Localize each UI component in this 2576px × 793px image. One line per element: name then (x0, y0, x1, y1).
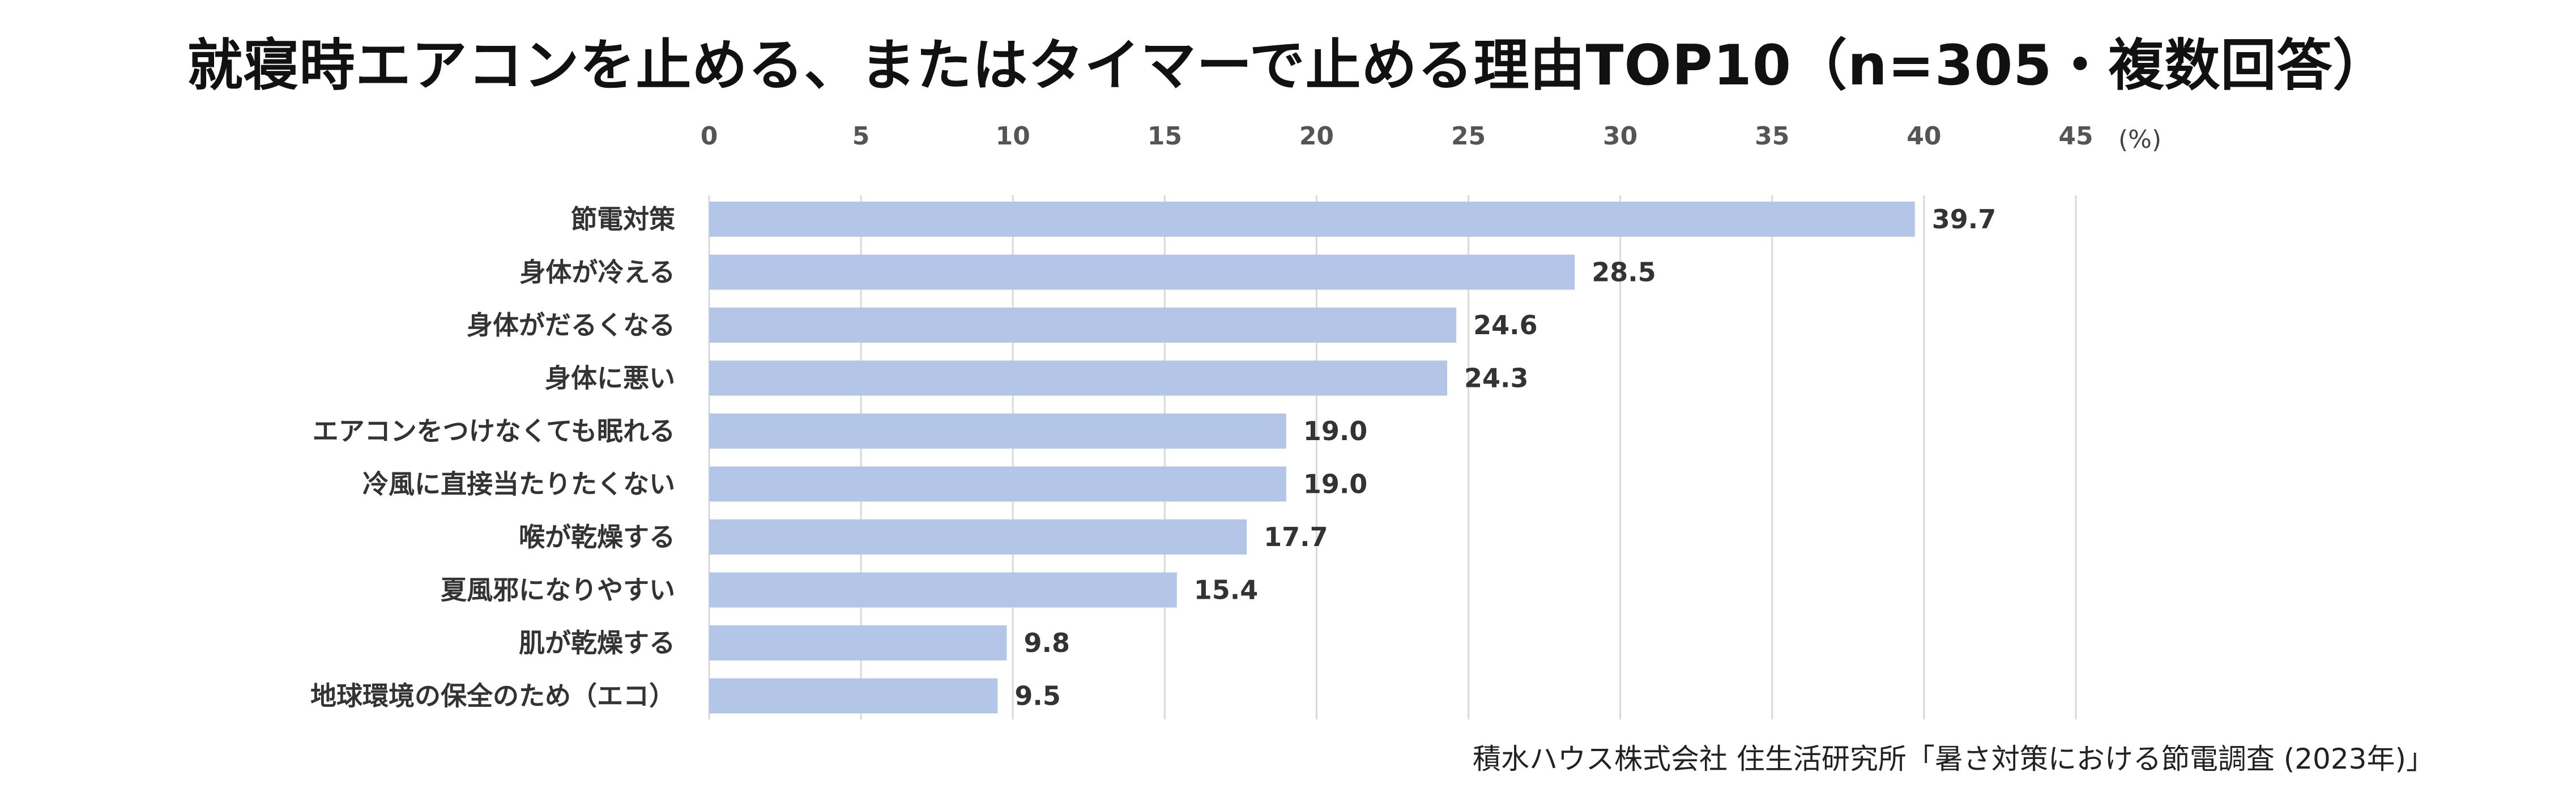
bar (709, 202, 1915, 237)
data-label: 19.0 (1303, 469, 1368, 500)
chart-title: 就寝時エアコンを止める、またはタイマーで止める理由TOP10（n=305・複数回… (187, 33, 2389, 98)
bar (709, 678, 998, 714)
category-label: 節電対策 (571, 204, 675, 235)
data-label: 17.7 (1264, 522, 1328, 552)
x-tick-label: 30 (1603, 122, 1637, 151)
category-label: エアコンをつけなくても眠れる (313, 416, 675, 446)
data-label: 24.3 (1464, 363, 1529, 394)
x-tick-label: 40 (1907, 122, 1941, 151)
x-tick-label: 5 (852, 122, 870, 151)
data-label: 15.4 (1194, 575, 1259, 606)
bar (709, 625, 1007, 660)
category-label: 夏風邪になりやすい (441, 575, 675, 606)
bar (709, 466, 1286, 502)
data-label: 28.5 (1592, 257, 1656, 288)
category-label: 身体がだるくなる (467, 310, 675, 340)
category-label: 喉が乾燥する (519, 522, 675, 552)
bar (709, 413, 1286, 449)
category-label: 身体に悪い (545, 363, 675, 394)
x-tick-label: 45 (2058, 122, 2093, 151)
x-tick-label: 10 (996, 122, 1030, 151)
bars (709, 202, 1915, 714)
data-label: 24.6 (1473, 310, 1538, 340)
unit-label: (%) (2118, 125, 2161, 154)
category-label: 肌が乾燥する (519, 628, 675, 658)
data-label: 9.8 (1023, 628, 1070, 658)
x-tick-label: 35 (1755, 122, 1789, 151)
data-label: 9.5 (1014, 681, 1061, 711)
category-labels: 節電対策身体が冷える身体がだるくなる身体に悪いエアコンをつけなくても眠れる冷風に… (310, 204, 675, 711)
x-tick-label: 25 (1451, 122, 1486, 151)
source-note: 積水ハウス株式会社 住生活研究所「暑さ対策における節電調査 (2023年)」 (1472, 743, 2434, 775)
data-label: 39.7 (1932, 204, 1997, 235)
data-label: 19.0 (1303, 416, 1368, 446)
bar (709, 572, 1177, 608)
category-label: 冷風に直接当たりたくない (362, 469, 675, 500)
x-tick-label: 15 (1148, 122, 1182, 151)
data-labels: 39.7 28.5 24.6 24.3 19.0 19.0 17.715.4 9.8 9.5 (1014, 204, 1996, 711)
x-tick-label: 0 (701, 122, 718, 151)
bar (709, 360, 1448, 396)
x-tick-label: 20 (1299, 122, 1334, 151)
x-axis-ticks: 0 5 10 15 20 25 30 35 40 45 (701, 122, 2093, 151)
bar (709, 308, 1457, 343)
bar (709, 519, 1247, 555)
category-label: 身体が冷える (519, 257, 675, 288)
bar (709, 254, 1575, 290)
category-label: 地球環境の保全のため（エコ） (310, 681, 675, 711)
